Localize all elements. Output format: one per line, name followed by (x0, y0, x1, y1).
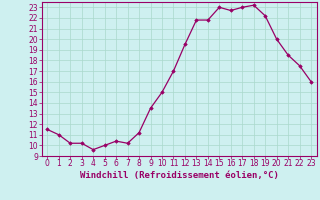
X-axis label: Windchill (Refroidissement éolien,°C): Windchill (Refroidissement éolien,°C) (80, 171, 279, 180)
